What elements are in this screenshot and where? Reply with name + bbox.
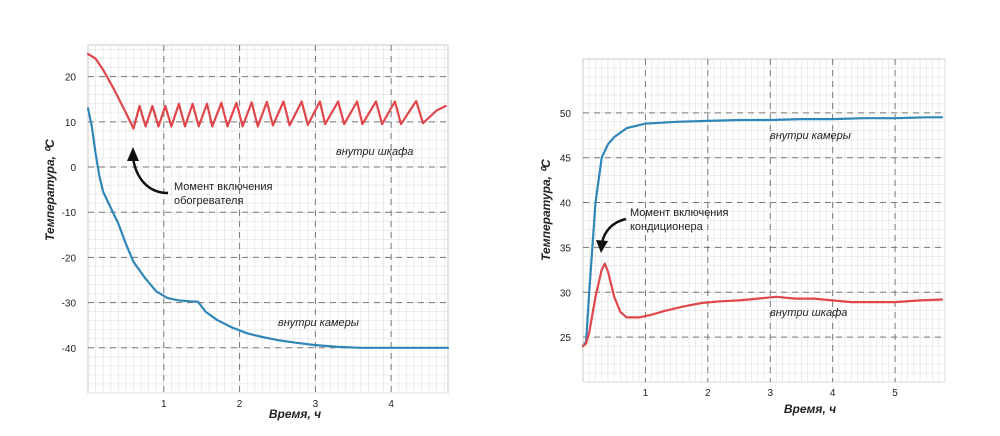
y-tick-label: 40 — [560, 199, 572, 210]
plot-area-left — [87, 44, 449, 394]
y-axis-label-left: Температура, ⁰C — [43, 139, 57, 241]
x-tick-label: 1 — [643, 388, 649, 399]
annotation-arrowhead-cooler — [596, 240, 608, 253]
series-line-внутри-шкафа — [581, 262, 943, 348]
annotation-heater-on: Момент включения обогревателя — [127, 147, 273, 207]
x-tick-label: 2 — [705, 388, 711, 399]
series-lines-right — [581, 116, 943, 348]
y-tick-label: 45 — [560, 154, 572, 165]
x-axis-label-left: Время, ч — [269, 407, 321, 421]
y-tick-labels-left: 20 10 0 -10 -20 -30 -40 — [62, 73, 77, 355]
chart-temperature-cabinet-heater: 20 10 0 -10 -20 -30 -40 1 2 3 4 Время, ч Температ… — [43, 44, 450, 421]
y-tick-label: -10 — [62, 208, 77, 219]
y-axis-label-right: Температура, ⁰C — [539, 159, 553, 261]
series-line-внутри-камеры — [581, 116, 943, 348]
annotation-cooler-on: Момент включения кондиционера — [596, 207, 729, 253]
x-tick-label: 5 — [892, 388, 898, 399]
annotation-text-heater-line1: Момент включения — [174, 181, 273, 193]
annotation-arrow-heater — [131, 157, 169, 195]
series-lines-left — [86, 52, 450, 349]
x-tick-label: 3 — [313, 399, 319, 410]
y-tick-label: 35 — [560, 243, 572, 254]
y-tick-label: 20 — [65, 73, 77, 84]
x-tick-label: 4 — [388, 399, 394, 410]
x-tick-labels-left: 1 2 3 4 — [161, 399, 394, 410]
annotation-text-cooler-line1: Момент включения — [630, 207, 729, 219]
y-tick-label: 50 — [560, 109, 572, 120]
y-tick-label: 10 — [65, 118, 77, 129]
x-tick-label: 4 — [830, 388, 836, 399]
y-tick-label: 25 — [560, 333, 572, 344]
y-tick-label: -40 — [62, 344, 77, 355]
series-label-chamber-right: внутри камеры — [770, 130, 851, 142]
major-grid-right — [583, 59, 945, 382]
x-tick-label: 2 — [237, 399, 243, 410]
annotation-text-heater-line2: обогревателя — [174, 195, 243, 207]
series-label-chamber-left: внутри камеры — [278, 317, 359, 329]
y-tick-label: -20 — [62, 253, 77, 264]
y-tick-labels-right: 25 30 35 40 45 50 — [560, 109, 572, 344]
annotation-arrowhead-heater — [127, 147, 139, 161]
y-tick-label: 30 — [560, 288, 572, 299]
x-tick-label: 1 — [161, 399, 167, 410]
x-tick-label: 3 — [767, 388, 773, 399]
y-tick-label: -30 — [62, 299, 77, 310]
series-line-внутри-камеры — [86, 107, 450, 349]
series-label-cabinet-left: внутри шкафа — [336, 146, 413, 158]
x-tick-labels-right: 1 2 3 4 5 — [643, 388, 899, 399]
annotation-arrow-cooler — [600, 217, 627, 244]
series-line-внутри-шкафа — [86, 52, 447, 130]
y-tick-label: 0 — [70, 163, 76, 174]
x-axis-label-right: Время, ч — [784, 402, 836, 416]
series-label-cabinet-right: внутри шкафа — [770, 307, 847, 319]
annotation-text-cooler-line2: кондиционера — [630, 221, 704, 233]
